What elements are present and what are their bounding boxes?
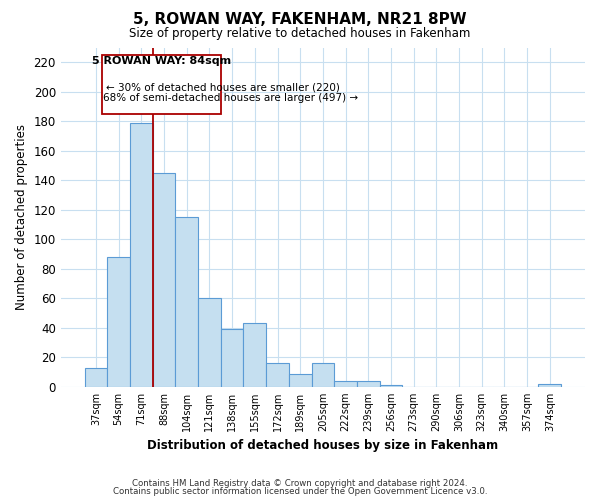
Bar (334, 381, 357, 387)
Bar (152, 173, 175, 387)
Text: Contains public sector information licensed under the Open Government Licence v3: Contains public sector information licen… (113, 487, 487, 496)
Text: 68% of semi-detached houses are larger (497) →: 68% of semi-detached houses are larger (… (103, 93, 359, 103)
Bar (85, 368, 107, 387)
Bar (107, 257, 130, 387)
Text: Size of property relative to detached houses in Fakenham: Size of property relative to detached ho… (130, 28, 470, 40)
Bar (266, 363, 289, 387)
Bar (198, 298, 221, 387)
Bar (357, 381, 380, 387)
Bar (311, 363, 334, 387)
Bar (103, 55, 221, 114)
Text: ← 30% of detached houses are smaller (220): ← 30% of detached houses are smaller (22… (106, 83, 340, 93)
Bar (130, 122, 152, 387)
Bar (380, 386, 403, 387)
Bar (221, 330, 244, 387)
Bar (175, 217, 198, 387)
Text: Contains HM Land Registry data © Crown copyright and database right 2024.: Contains HM Land Registry data © Crown c… (132, 478, 468, 488)
X-axis label: Distribution of detached houses by size in Fakenham: Distribution of detached houses by size … (148, 440, 499, 452)
Bar (244, 324, 266, 387)
Text: 5 ROWAN WAY: 84sqm: 5 ROWAN WAY: 84sqm (92, 56, 231, 66)
Y-axis label: Number of detached properties: Number of detached properties (15, 124, 28, 310)
Text: 5, ROWAN WAY, FAKENHAM, NR21 8PW: 5, ROWAN WAY, FAKENHAM, NR21 8PW (133, 12, 467, 28)
Bar (289, 374, 311, 387)
Bar (538, 384, 561, 387)
